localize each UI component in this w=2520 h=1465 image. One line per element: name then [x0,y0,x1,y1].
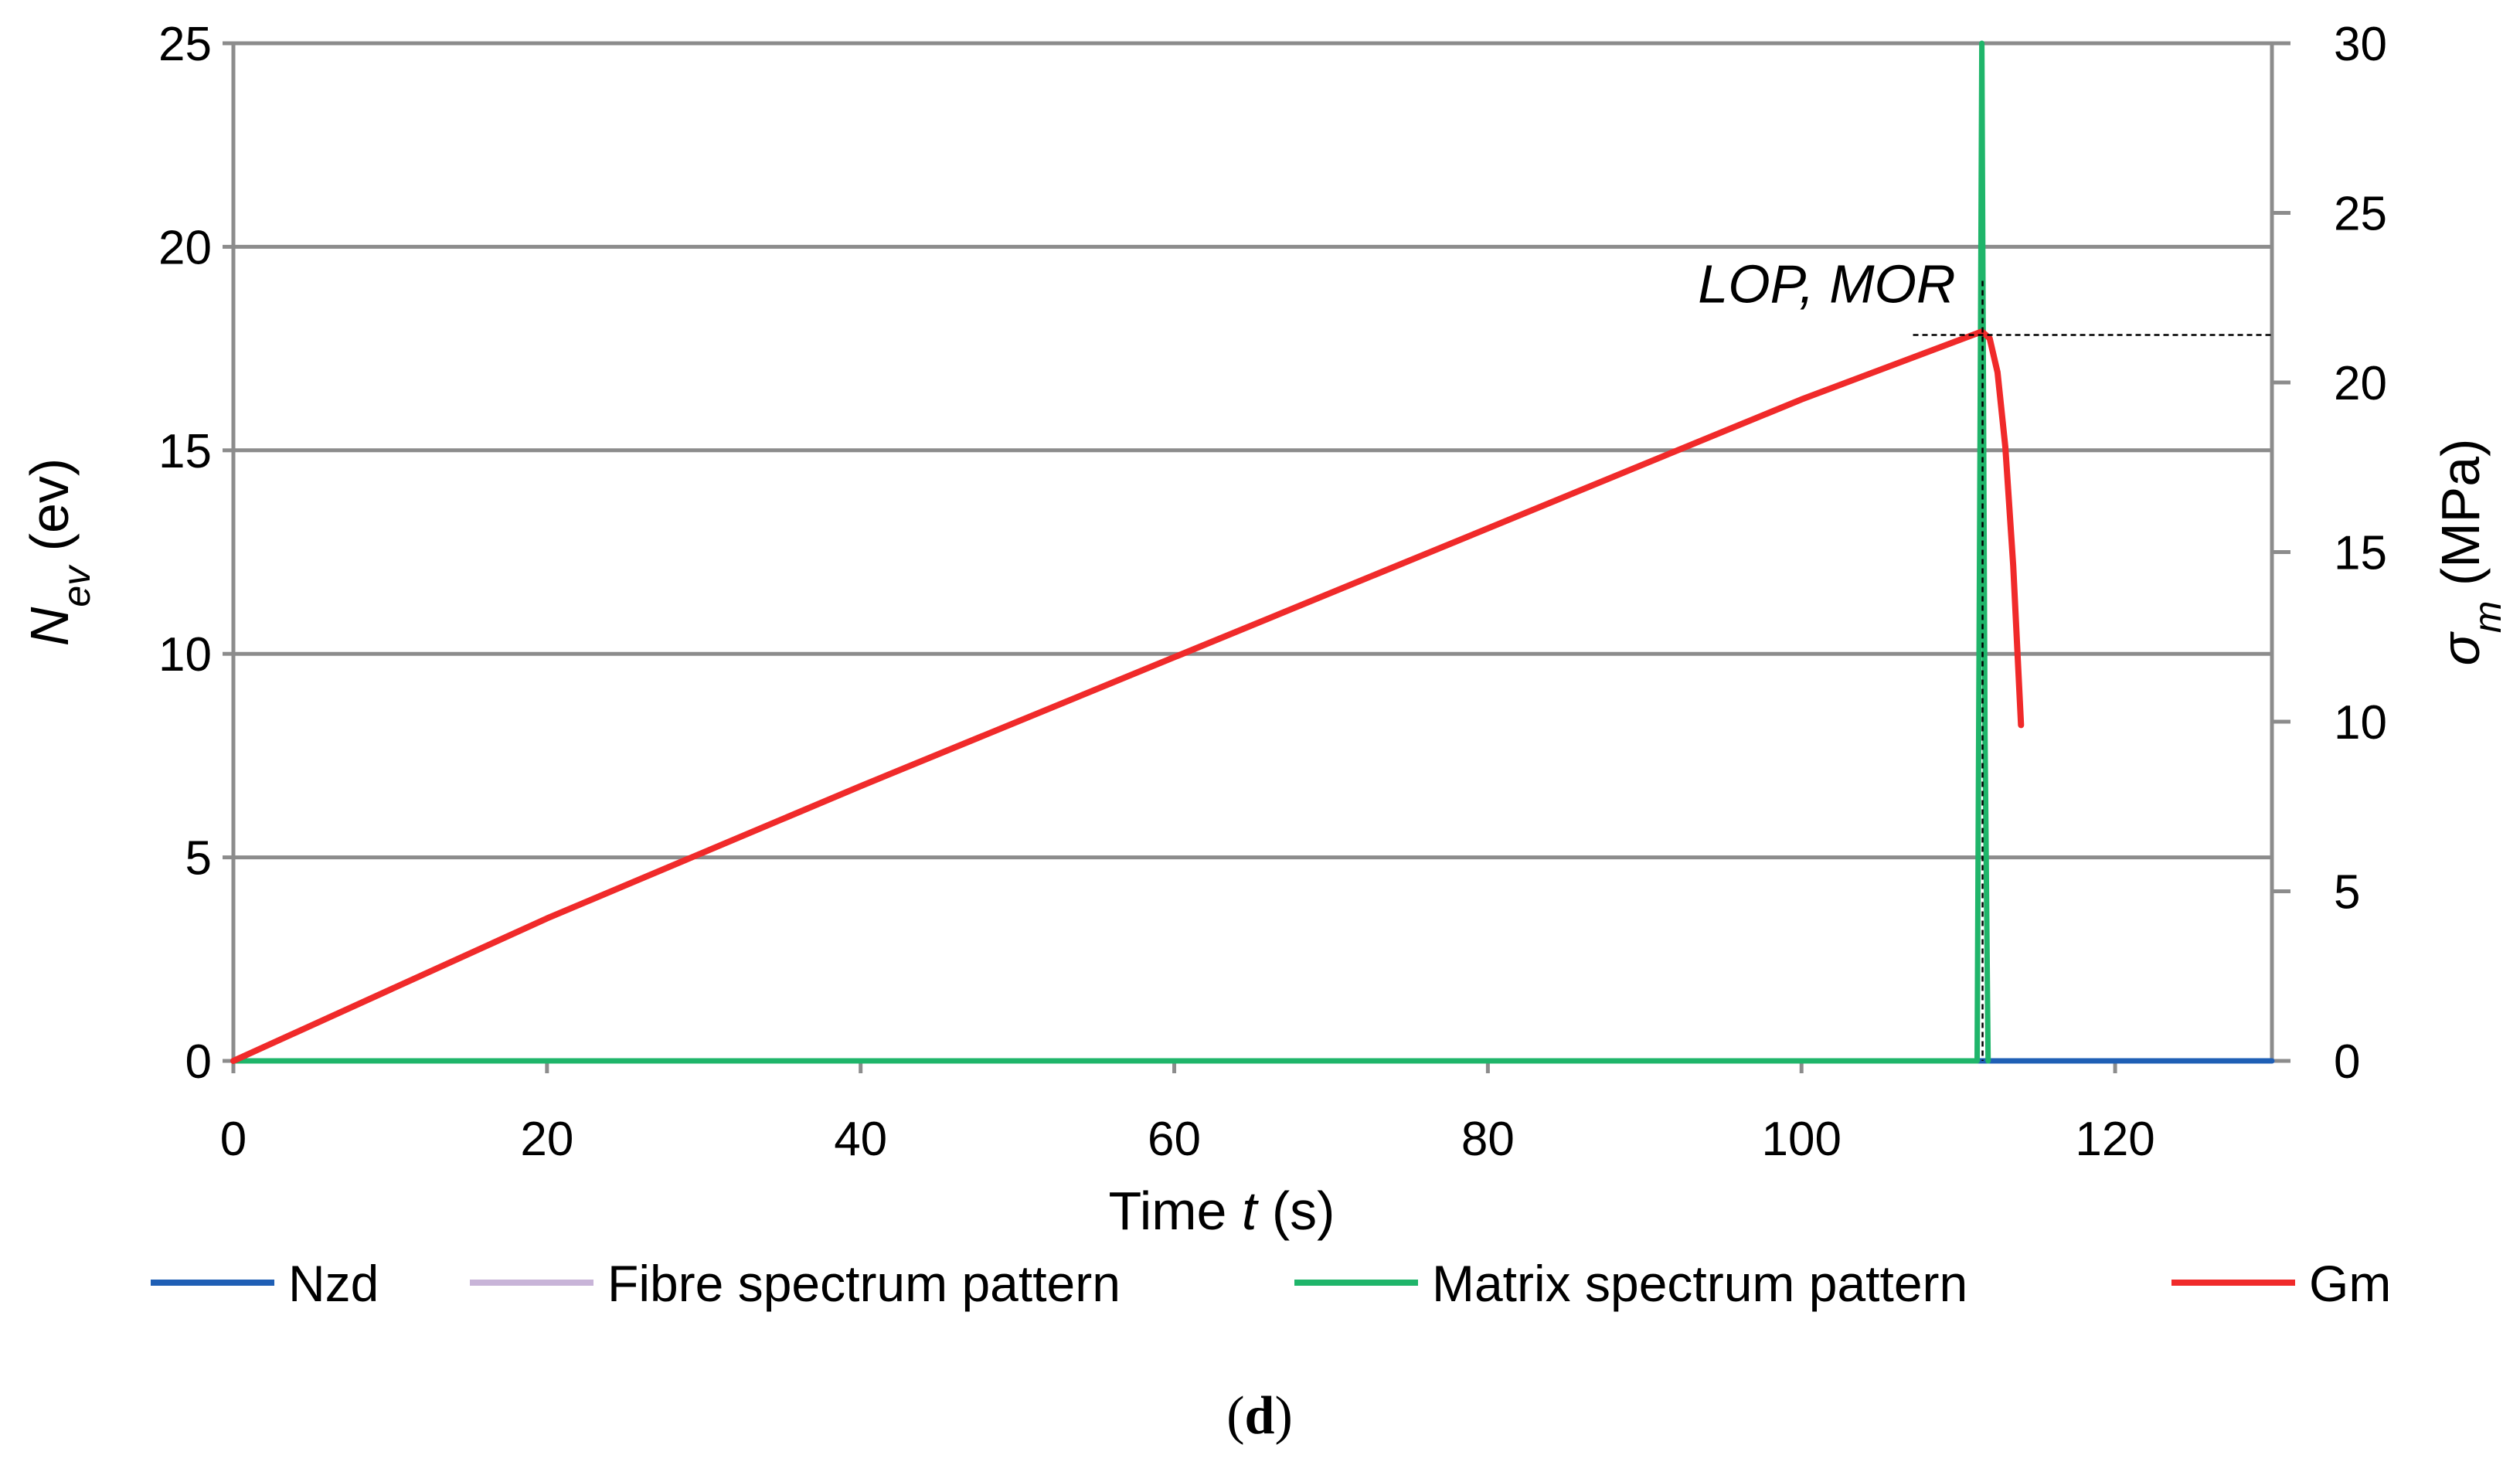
x-axis-title: Time t (s) [1109,1181,1335,1241]
y-left-tick-label: 20 [158,221,212,274]
y-right-tick-label: 0 [2334,1035,2360,1089]
y-left-tick-label: 25 [158,18,212,71]
y-right-tick-label: 20 [2334,357,2387,410]
figure-caption: (d) [1226,1386,1293,1446]
y-right-tick-label: 5 [2334,866,2360,919]
tick-labels: 0 5 10 15 20 25 0 5 10 15 20 25 30 0 20 40 60 80 100 120 [158,18,2387,1166]
annotations: LOP, MOR [1698,254,2272,1061]
legend-label: Fibre spectrum pattern [607,1255,1121,1312]
gridlines [233,41,2272,1063]
annotation-label: LOP, MOR [1698,254,1955,314]
x-tick-label: 80 [1461,1113,1515,1166]
x-tick-label: 40 [834,1113,887,1166]
y-left-axis-title: Nev (ev) [19,458,98,646]
series-line-gm [230,328,2025,1064]
y-right-axis-title: σm (MPa) [2430,439,2509,666]
y-right-tick-label: 10 [2334,696,2387,749]
y-right-tick-label: 30 [2334,18,2387,71]
series-group [230,40,2275,1064]
legend: Nzd Fibre spectrum pattern Matrix spectrum… [151,1255,2391,1312]
legend-label: Nzd [288,1255,379,1312]
x-tick-label: 100 [1762,1113,1842,1166]
y-left-tick-label: 10 [158,628,212,682]
x-tick-label: 60 [1148,1113,1201,1166]
series-line-matrix-spectrum-pattern [230,40,1991,1064]
y-right-tick-label: 25 [2334,188,2387,241]
x-tick-label: 20 [520,1113,573,1166]
y-left-tick-label: 5 [185,832,212,885]
x-tick-label: 120 [2075,1113,2154,1166]
x-tick-label: 0 [220,1113,247,1166]
y-left-tick-label: 15 [158,425,212,478]
legend-label: Gm [2309,1255,2391,1312]
y-left-tick-label: 0 [185,1035,212,1089]
legend-label: Matrix spectrum pattern [1432,1255,1967,1312]
y-right-tick-label: 15 [2334,527,2387,580]
